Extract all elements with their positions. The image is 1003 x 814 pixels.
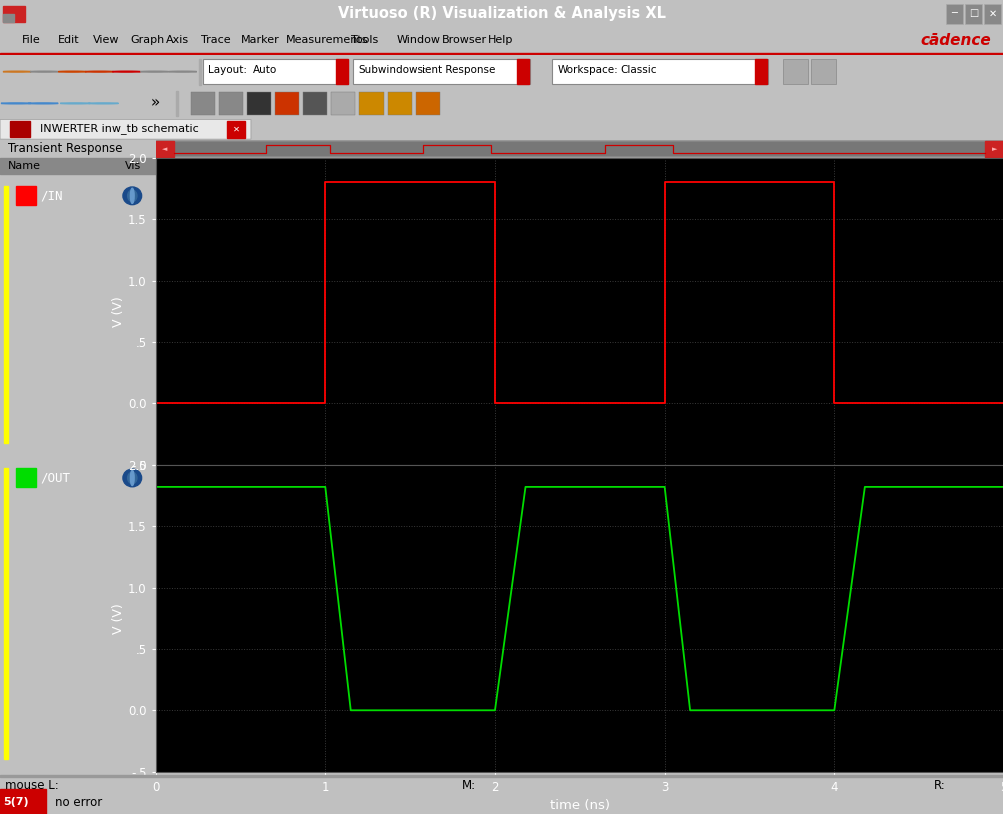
Bar — [517, 59, 529, 84]
Text: ─: ─ — [951, 8, 956, 18]
Circle shape — [130, 470, 134, 485]
Text: File: File — [22, 35, 41, 45]
Circle shape — [130, 188, 134, 204]
Bar — [754, 59, 766, 84]
Bar — [16, 186, 36, 205]
Text: Tools: Tools — [351, 35, 378, 45]
Ellipse shape — [127, 472, 136, 484]
Bar — [387, 92, 411, 115]
Bar — [3, 6, 25, 22]
Text: ►: ► — [991, 146, 996, 152]
Y-axis label: V (V): V (V) — [112, 296, 125, 326]
Text: INWERTER inw_tb schematic: INWERTER inw_tb schematic — [40, 123, 199, 134]
Circle shape — [28, 103, 58, 104]
Text: Transient Response: Transient Response — [8, 142, 122, 155]
Bar — [0, 789, 46, 814]
Ellipse shape — [127, 190, 136, 202]
Circle shape — [140, 71, 169, 72]
Bar — [415, 92, 439, 115]
Bar — [4, 186, 8, 443]
Text: mouse L:: mouse L: — [5, 779, 59, 792]
Text: ient Response: ient Response — [421, 65, 494, 75]
Bar — [0, 775, 1003, 777]
Text: ◄: ◄ — [162, 146, 168, 152]
Bar — [4, 469, 8, 759]
Text: Subwindows:: Subwindows: — [358, 65, 426, 75]
FancyBboxPatch shape — [0, 120, 251, 139]
Ellipse shape — [122, 187, 141, 204]
X-axis label: time (ns): time (ns) — [550, 799, 609, 812]
Text: Vis: Vis — [124, 161, 140, 171]
Text: »: » — [150, 95, 160, 110]
Bar — [199, 59, 201, 85]
Text: ✕: ✕ — [233, 124, 239, 133]
Text: Trace: Trace — [201, 35, 231, 45]
Bar — [810, 59, 835, 84]
Circle shape — [60, 103, 90, 104]
Text: Name: Name — [8, 161, 41, 171]
Bar — [176, 91, 178, 116]
Bar — [353, 59, 530, 84]
Bar — [203, 59, 348, 84]
Bar — [303, 92, 327, 115]
Bar — [191, 92, 215, 115]
Text: R:: R: — [933, 779, 945, 792]
Circle shape — [1, 103, 31, 104]
Text: ✕: ✕ — [987, 8, 996, 18]
Text: View: View — [93, 35, 119, 45]
Text: Marker: Marker — [241, 35, 280, 45]
Circle shape — [58, 71, 86, 72]
Circle shape — [169, 71, 197, 72]
Circle shape — [30, 71, 58, 72]
Text: Auto: Auto — [253, 65, 277, 75]
Text: Virtuoso (R) Visualization & Analysis XL: Virtuoso (R) Visualization & Analysis XL — [338, 6, 665, 21]
Circle shape — [112, 71, 140, 72]
Bar — [983, 4, 1000, 24]
Bar — [275, 92, 299, 115]
Bar — [16, 469, 36, 488]
Text: cādence: cādence — [920, 33, 990, 49]
Circle shape — [3, 71, 31, 72]
Text: Edit: Edit — [58, 35, 80, 45]
Bar — [359, 92, 383, 115]
Text: Browser: Browser — [441, 35, 486, 45]
Text: /IN: /IN — [40, 190, 63, 203]
Bar — [782, 59, 807, 84]
Text: 5(7): 5(7) — [3, 797, 29, 807]
Bar — [0, 158, 155, 173]
Bar — [984, 141, 1003, 157]
Bar — [10, 121, 30, 138]
Text: Graph: Graph — [130, 35, 164, 45]
Bar — [247, 92, 271, 115]
Text: M:: M: — [461, 779, 475, 792]
Circle shape — [88, 103, 118, 104]
Text: Window: Window — [396, 35, 440, 45]
Text: Help: Help — [487, 35, 513, 45]
Text: □: □ — [968, 8, 977, 18]
Circle shape — [85, 71, 113, 72]
Bar — [964, 4, 981, 24]
Bar — [227, 121, 245, 138]
Text: no error: no error — [55, 795, 102, 808]
Bar — [3, 14, 14, 22]
Text: Classic: Classic — [620, 65, 656, 75]
Ellipse shape — [122, 469, 141, 487]
Bar — [552, 59, 767, 84]
Text: /OUT: /OUT — [40, 471, 70, 484]
Text: Layout:: Layout: — [208, 65, 247, 75]
Bar — [219, 92, 243, 115]
Y-axis label: V (V): V (V) — [112, 603, 125, 633]
Bar — [155, 141, 175, 157]
Text: Measurements: Measurements — [286, 35, 368, 45]
Bar — [945, 4, 962, 24]
Bar — [0, 140, 155, 158]
Text: Workspace:: Workspace: — [557, 65, 618, 75]
Bar — [336, 59, 348, 84]
Bar — [331, 92, 355, 115]
Text: Axis: Axis — [165, 35, 189, 45]
FancyBboxPatch shape — [147, 141, 1003, 157]
Bar — [0, 54, 1003, 55]
